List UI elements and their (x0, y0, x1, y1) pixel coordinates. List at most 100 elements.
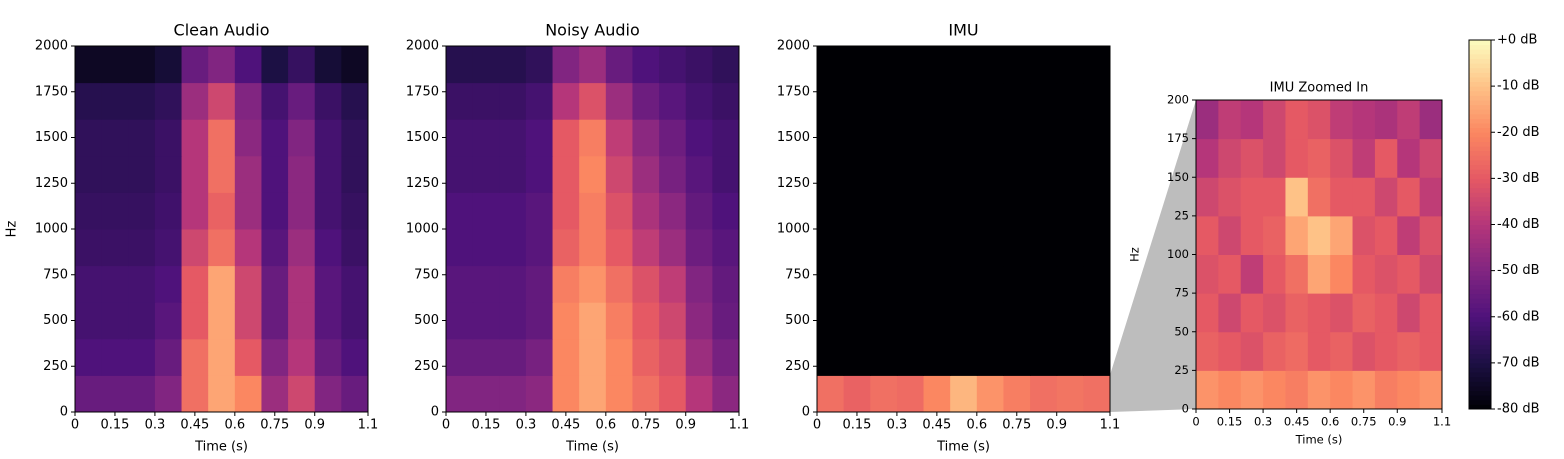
colorbar-step (1469, 229, 1491, 235)
heat-cell (712, 229, 740, 267)
heat-cell (1218, 254, 1242, 294)
heat-cell (288, 82, 316, 120)
y-tick-label: 500 (43, 313, 68, 328)
heat-cell (1307, 293, 1331, 333)
heat-cell (472, 192, 500, 230)
chart-title: IMU (948, 21, 978, 40)
heat-cell (314, 119, 342, 157)
heat-cell (341, 46, 369, 84)
heat-cell (314, 302, 342, 340)
heat-cell (843, 229, 871, 267)
heat-cell (1030, 82, 1058, 120)
heat-cell (950, 192, 978, 230)
heat-cell (525, 192, 554, 230)
heat-cell (817, 375, 845, 413)
heat-cell (685, 155, 713, 193)
colorbar-step (1469, 353, 1491, 359)
heat-cell (1330, 293, 1354, 333)
heat-cell (843, 302, 871, 340)
heat-cell (843, 265, 871, 303)
heat-cell (685, 192, 713, 230)
heat-cell (1218, 293, 1242, 333)
heat-cell (1196, 331, 1219, 371)
heat-cell (1083, 46, 1111, 84)
colorbar-step (1469, 155, 1491, 161)
heat-cell (1083, 82, 1111, 120)
heat-cell (843, 82, 871, 120)
x-tick-label: 1.1 (1433, 415, 1451, 429)
heat-cell (1240, 293, 1264, 333)
colorbar-step (1469, 312, 1491, 318)
heat-cell (446, 375, 474, 413)
heat-cell (712, 265, 740, 303)
heat-cell (1352, 331, 1376, 371)
heat-cell (870, 46, 898, 84)
heat-cell (1374, 215, 1398, 255)
heat-cell (1056, 375, 1084, 413)
heat-cell (1330, 370, 1354, 410)
heat-cell (817, 338, 845, 376)
heat-cell (525, 155, 554, 193)
heat-cell (154, 155, 183, 193)
heat-cell (1352, 254, 1376, 294)
y-tick-label: 1500 (406, 130, 439, 145)
heat-cell (1030, 229, 1058, 267)
colorbar-step (1469, 279, 1491, 285)
heat-cell (1419, 254, 1443, 294)
heat-cell (1263, 177, 1286, 217)
colorbar-step (1469, 224, 1491, 230)
y-tick-label: 1750 (35, 84, 68, 99)
heat-cell (1003, 82, 1031, 120)
heat-cell (896, 192, 925, 230)
heat-cell (712, 82, 740, 120)
heat-cell (314, 375, 342, 413)
heat-cell (870, 155, 898, 193)
x-tick-label: 0.9 (304, 418, 325, 433)
heat-cell (843, 119, 871, 157)
heat-cell (525, 229, 554, 267)
heat-cell (525, 302, 554, 340)
y-tick-label: 250 (43, 359, 68, 374)
heat-cell (1263, 138, 1286, 178)
y-tick-label: 0 (431, 405, 439, 420)
heat-cell (75, 46, 103, 84)
y-tick-label: 2000 (35, 39, 68, 54)
heat-cell (234, 375, 262, 413)
heat-cell (341, 302, 369, 340)
heat-cell (101, 265, 129, 303)
heat-cell (208, 119, 236, 157)
heat-cell (870, 192, 898, 230)
heat-cell (154, 265, 183, 303)
colorbar-step (1469, 99, 1491, 106)
x-tick-label: 0.6 (1321, 415, 1339, 429)
heat-cell (75, 338, 103, 376)
heat-cell (1083, 302, 1111, 340)
y-tick-label: 250 (414, 359, 439, 374)
heat-cell (1030, 192, 1058, 230)
heat-cell (101, 229, 129, 267)
heat-cell (896, 155, 925, 193)
heat-cell (976, 82, 1004, 120)
heat-cell (314, 82, 342, 120)
heat-cell (341, 265, 369, 303)
heat-cell (181, 82, 209, 120)
heat-cell (75, 155, 103, 193)
colorbar-step (1469, 395, 1491, 401)
heat-cell (1285, 293, 1309, 333)
heat-cell (341, 229, 369, 267)
y-tick-label: 750 (414, 267, 439, 282)
heat-cell (446, 229, 474, 267)
x-tick-label: 0.3 (1254, 415, 1272, 429)
heat-cell (128, 302, 156, 340)
heat-cell (128, 338, 156, 376)
heat-cell (234, 192, 262, 230)
heat-cell (1307, 177, 1331, 217)
heat-cell (1374, 254, 1398, 294)
heat-cell (1263, 100, 1286, 140)
heat-cell (341, 375, 369, 413)
heat-cell (632, 302, 660, 340)
x-tick-label: 0 (813, 418, 821, 433)
heat-cell (75, 302, 103, 340)
heat-cell (579, 155, 607, 193)
heat-cell (314, 229, 342, 267)
